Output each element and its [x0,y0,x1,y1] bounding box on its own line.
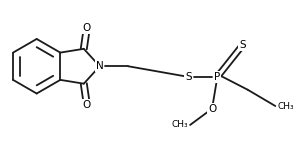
Text: P: P [214,72,221,82]
Text: O: O [208,104,216,114]
Text: O: O [83,23,91,33]
Text: CH₃: CH₃ [278,101,294,111]
Text: S: S [185,72,192,82]
Text: N: N [96,61,104,71]
Text: CH₃: CH₃ [172,121,188,129]
Text: S: S [239,40,246,50]
Text: O: O [83,100,91,110]
